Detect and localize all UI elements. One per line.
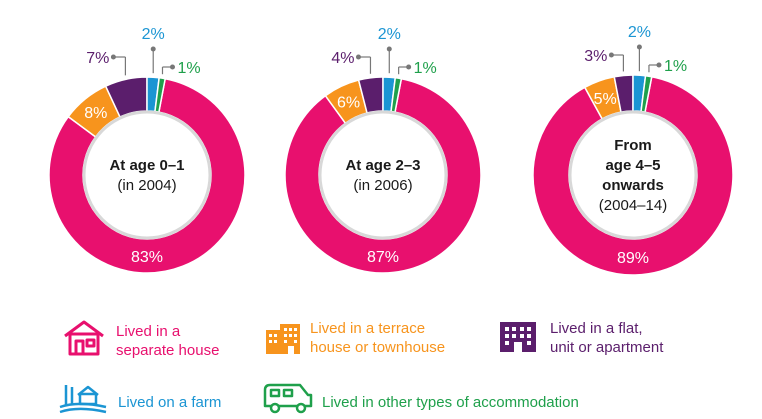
caravan-icon [263, 383, 313, 414]
apartment-icon [500, 322, 536, 352]
data-label-other: 1% [664, 58, 687, 75]
data-label-flat-unit-apartment: 7% [86, 50, 109, 67]
donut-chart-2: At age 2–3 (in 2006) 87% 6% 4% 2% 1% [284, 26, 482, 274]
data-label-separate-house: 87% [367, 249, 399, 266]
donut-center [568, 110, 698, 240]
data-label-farm: 2% [142, 26, 165, 43]
data-label-other: 1% [177, 60, 200, 77]
legend-label-flat: Lived in a flat, unit or apartment [550, 320, 664, 356]
center-label-line: (in 2004) [117, 177, 176, 194]
data-label-other: 1% [414, 60, 437, 77]
center-label-line: onwards [602, 177, 664, 194]
farm-icon [59, 385, 107, 414]
donut-center [318, 110, 448, 240]
data-label-farm: 2% [378, 26, 401, 43]
data-label-separate-house: 83% [131, 249, 163, 266]
data-label-flat-unit-apartment: 4% [331, 50, 354, 67]
donut-center [82, 110, 212, 240]
data-label-terrace-house: 8% [84, 105, 107, 122]
data-label-farm: 2% [628, 24, 651, 41]
legend: Lived in a separate house Lived in a ter… [0, 300, 762, 419]
data-label-flat-unit-apartment: 3% [584, 48, 607, 65]
center-label-line: From [614, 137, 652, 154]
center-label-line: (2004–14) [599, 197, 667, 214]
donut-chart-3: From age 4–5 onwards (2004–14) 89% 5% 3% 2% 1% [532, 24, 734, 276]
data-label-terrace-house: 5% [594, 91, 617, 108]
donut-chart-1: At age 0–1 (in 2004) 83% 8% 7% 2% 1% [48, 26, 246, 274]
donut-charts: At age 0–1(in 2004)83%8%7%2%1%At age 2–3… [48, 24, 734, 276]
legend-label-terrace-house: Lived in a terrace house or townhouse [310, 320, 446, 356]
data-label-separate-house: 89% [617, 250, 649, 267]
legend-label-farm: Lived on a farm [118, 394, 222, 411]
center-label-line: age 4–5 [605, 157, 660, 174]
legend-label-separate-house: Lived in a separate house [116, 323, 220, 359]
house-icon [64, 320, 104, 356]
center-label-line: (in 2006) [353, 177, 412, 194]
data-label-terrace-house: 6% [337, 95, 360, 112]
center-label-line: At age 0–1 [109, 157, 184, 174]
center-label-line: At age 2–3 [345, 157, 420, 174]
townhouse-icon [266, 324, 300, 354]
legend-label-other: Lived in other types of accommodation [322, 394, 579, 411]
